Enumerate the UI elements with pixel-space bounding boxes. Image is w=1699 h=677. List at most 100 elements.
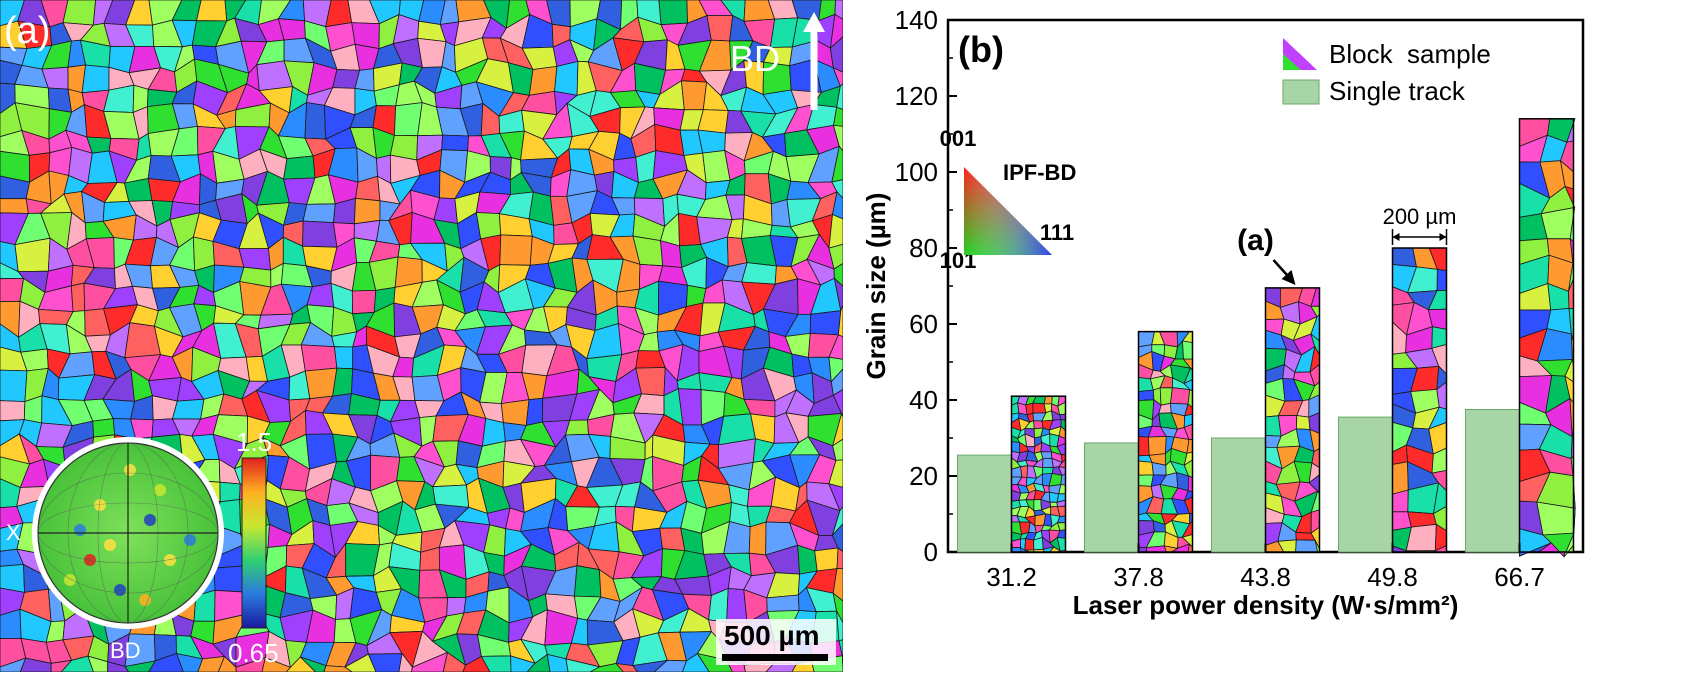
grain-cell — [124, 178, 153, 202]
grain-cell — [832, 388, 843, 418]
grain-cell — [441, 134, 470, 152]
grain-cell — [832, 67, 843, 87]
bar-grain-cell — [1392, 247, 1417, 268]
x-tick-label: 31.2 — [986, 562, 1037, 592]
grain-cell — [528, 65, 558, 96]
grain-cell — [217, 655, 237, 672]
grain-cell — [261, 657, 292, 672]
grain-cell — [838, 639, 843, 664]
grain-cell — [814, 547, 839, 572]
pole-figure-spot — [184, 534, 196, 546]
legend-block-sample-swatch-shade — [1283, 54, 1301, 70]
bar-block-sample — [1392, 247, 1447, 553]
grain-cell — [0, 564, 25, 593]
grain-cell — [148, 652, 184, 672]
grain-cell — [828, 334, 843, 360]
bar-single-track — [1338, 416, 1393, 553]
bar-grain-cell — [1170, 387, 1191, 405]
bar-single-track — [957, 454, 1012, 553]
grain-cell — [526, 653, 551, 672]
grain-cell — [304, 367, 338, 400]
ipf-key-title: IPF-BD — [1003, 160, 1076, 185]
ipf-key-001-label: 001 — [940, 126, 977, 151]
grain-cell — [0, 277, 25, 303]
pole-figure-spot — [124, 464, 136, 476]
grain-cell — [70, 282, 86, 313]
grain-cell — [831, 145, 843, 183]
pole-figure-spot — [164, 554, 176, 566]
bd-direction-label: BD — [730, 38, 781, 79]
grain-cell — [546, 653, 569, 672]
grain-cell — [653, 659, 688, 672]
grain-cell — [87, 655, 109, 672]
grain-cell — [836, 611, 843, 642]
grain-cell — [837, 305, 843, 338]
x-tick-label: 49.8 — [1367, 562, 1418, 592]
grain-cell — [564, 419, 589, 436]
grain-cell — [832, 592, 843, 624]
x-tick-label: 37.8 — [1113, 562, 1164, 592]
grain-cell — [175, 652, 204, 672]
grain-cell — [50, 659, 73, 672]
grain-cell — [0, 657, 27, 672]
colorbar-max-label: 1.5 — [236, 427, 273, 457]
pole-figure-spot — [64, 574, 76, 586]
grain-cell — [235, 657, 266, 672]
bar-grain-cell — [1182, 340, 1193, 360]
pole-figure-spot — [104, 539, 116, 551]
panel-a-label: (a) — [4, 10, 51, 52]
grain-cell — [300, 344, 338, 372]
grain-cell — [283, 155, 316, 180]
grain-cell — [565, 658, 601, 672]
grain-cell — [353, 197, 381, 225]
pole-figure-spot — [144, 514, 156, 526]
bar-block-sample — [1138, 331, 1193, 553]
grain-cell — [302, 203, 336, 224]
grain-cell — [62, 0, 97, 26]
pole-figure-bd-label: BD — [110, 638, 141, 663]
legend-block-sample-label: Block sample — [1329, 39, 1491, 69]
bar-single-track — [1084, 442, 1139, 553]
grain-cell — [510, 655, 536, 672]
grain-cell — [658, 0, 689, 26]
grain-cell — [219, 481, 241, 503]
grain-cell — [0, 369, 28, 403]
bar-single-track — [1211, 437, 1266, 553]
pole-figure-spot — [114, 584, 126, 596]
bar-grain-cell — [1436, 268, 1447, 292]
y-tick-label: 120 — [895, 81, 938, 111]
bd-arrow-head — [803, 12, 825, 32]
grain-cell — [590, 663, 624, 672]
bar-grain-cell — [1295, 539, 1319, 553]
y-tick-label: 60 — [909, 309, 938, 339]
grain-cell — [832, 567, 843, 602]
grain-cell — [832, 505, 843, 536]
grain-cell — [573, 565, 602, 598]
grain-cell — [367, 653, 403, 672]
bar-block-sample-outline — [1137, 330, 1194, 553]
grain-cell — [697, 129, 726, 154]
grain-cell — [554, 60, 579, 96]
grain-cell — [836, 83, 843, 111]
bar-grain-cell — [1033, 536, 1044, 551]
pole-figure-spot — [139, 594, 151, 606]
grain-cell — [0, 400, 26, 422]
grain-cell — [828, 243, 843, 270]
grain-cell — [829, 36, 843, 73]
grain-cell — [0, 198, 29, 214]
bar-grain-cell — [1033, 499, 1042, 512]
bar-block-sample-outline — [1391, 247, 1448, 553]
annotation-width-label: 200 µm — [1383, 204, 1457, 229]
grain-cell — [304, 102, 327, 140]
bar-grain-cell — [1138, 389, 1155, 401]
pole-figure-spot — [74, 524, 86, 536]
y-tick-label: 40 — [909, 385, 938, 415]
bar-single-track — [1465, 409, 1520, 553]
x-tick-label: 66.7 — [1494, 562, 1545, 592]
grain-cell — [833, 106, 843, 127]
grain-size-chart-panel: 0 20 40 60 80 100 120 140 Grain size (µm) 31.2 37.… — [843, 0, 1699, 672]
grain-cell — [442, 651, 467, 672]
bar-block-sample-outline — [1518, 118, 1575, 553]
bar-block-sample-outline — [1010, 395, 1067, 553]
grain-cell — [828, 459, 843, 488]
